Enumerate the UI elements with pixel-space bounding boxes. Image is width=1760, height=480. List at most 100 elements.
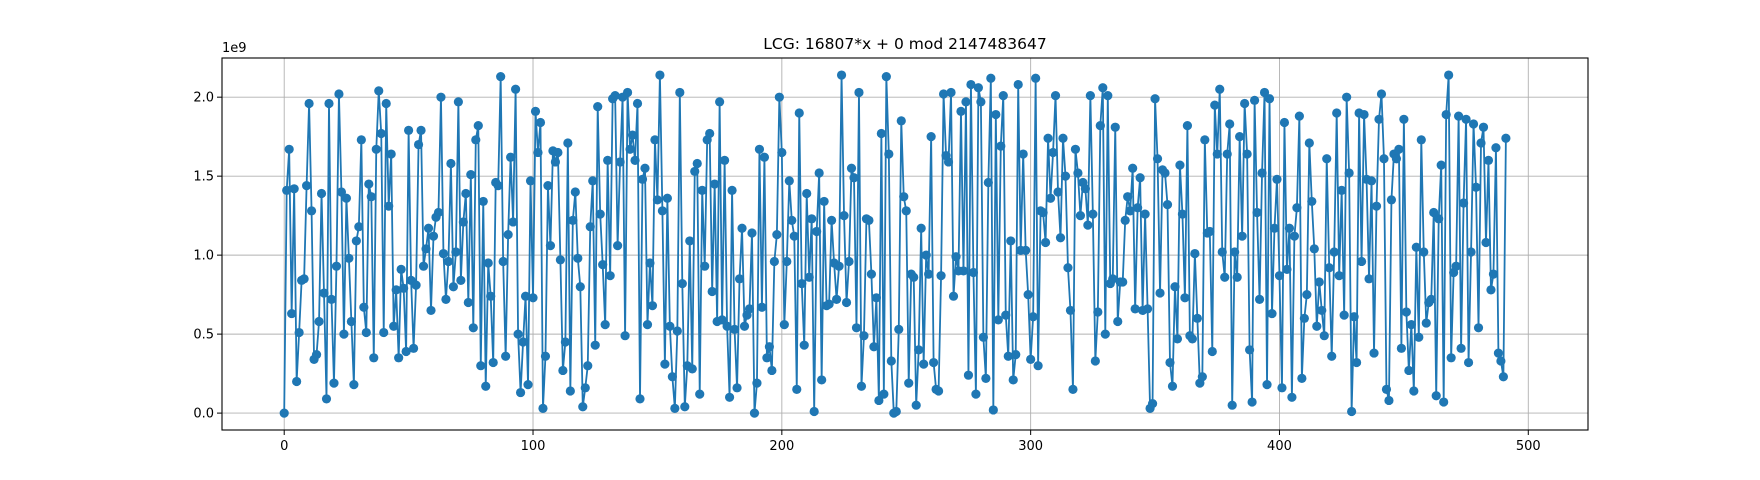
data-point bbox=[1215, 84, 1225, 94]
data-point bbox=[451, 247, 461, 257]
data-point bbox=[299, 274, 309, 284]
data-point bbox=[1269, 223, 1280, 233]
data-point bbox=[371, 144, 381, 154]
data-point bbox=[324, 98, 334, 109]
data-point bbox=[493, 181, 503, 191]
data-point bbox=[408, 343, 419, 353]
data-point bbox=[1103, 90, 1113, 101]
data-point bbox=[341, 193, 352, 203]
data-point bbox=[471, 135, 481, 145]
data-point bbox=[1309, 244, 1319, 254]
data-point bbox=[314, 316, 324, 327]
y-tick-label: 1.0 bbox=[193, 249, 214, 264]
data-point bbox=[1426, 294, 1436, 304]
data-point bbox=[289, 184, 299, 194]
data-point bbox=[1436, 160, 1446, 170]
data-point bbox=[677, 278, 687, 289]
data-point bbox=[1483, 155, 1494, 165]
data-point bbox=[782, 256, 792, 267]
data-point bbox=[446, 158, 456, 169]
data-point bbox=[1128, 163, 1138, 173]
data-point bbox=[1279, 117, 1290, 128]
data-point bbox=[1182, 121, 1193, 131]
data-point bbox=[428, 231, 439, 241]
data-point bbox=[1227, 400, 1237, 410]
data-point bbox=[943, 157, 954, 167]
data-point bbox=[578, 402, 588, 412]
data-point bbox=[1031, 73, 1041, 83]
data-point bbox=[938, 89, 949, 99]
data-point bbox=[466, 169, 476, 180]
data-point bbox=[919, 359, 929, 369]
data-point bbox=[769, 256, 779, 267]
data-point bbox=[864, 215, 874, 225]
data-point bbox=[1023, 290, 1033, 300]
data-point bbox=[321, 394, 332, 404]
data-point bbox=[687, 364, 697, 374]
data-point bbox=[1033, 361, 1043, 371]
data-point bbox=[319, 288, 329, 298]
data-point bbox=[1409, 386, 1419, 396]
data-point bbox=[881, 72, 891, 82]
data-point bbox=[1289, 231, 1299, 241]
data-point bbox=[794, 108, 804, 118]
data-point bbox=[705, 128, 715, 139]
data-point bbox=[1327, 351, 1337, 361]
data-point bbox=[1324, 263, 1334, 273]
data-point bbox=[346, 316, 356, 327]
data-point bbox=[570, 187, 580, 197]
data-point bbox=[1458, 198, 1469, 208]
data-point bbox=[971, 389, 981, 399]
data-point bbox=[316, 188, 327, 199]
data-point bbox=[530, 106, 541, 116]
data-point bbox=[1175, 160, 1185, 170]
data-point bbox=[1160, 168, 1170, 178]
data-point bbox=[620, 331, 630, 341]
data-point bbox=[744, 304, 755, 314]
data-point bbox=[441, 294, 451, 304]
data-point bbox=[453, 97, 463, 107]
data-point bbox=[1339, 310, 1349, 320]
data-point bbox=[1319, 331, 1329, 341]
data-point bbox=[1471, 182, 1481, 192]
y-tick-label: 0.0 bbox=[193, 407, 214, 422]
data-point bbox=[506, 152, 516, 162]
data-point bbox=[436, 92, 446, 102]
data-point bbox=[374, 86, 384, 96]
data-point bbox=[1075, 211, 1086, 221]
data-point bbox=[1282, 264, 1292, 274]
data-point bbox=[1391, 154, 1402, 164]
data-point bbox=[1068, 384, 1078, 394]
data-point bbox=[622, 87, 633, 98]
data-point bbox=[1312, 321, 1322, 331]
data-point bbox=[685, 236, 695, 246]
data-point bbox=[1045, 193, 1056, 203]
data-point bbox=[1040, 237, 1051, 248]
data-point bbox=[386, 149, 396, 159]
data-point bbox=[513, 329, 523, 339]
y-offset-label: 1e9 bbox=[222, 41, 247, 56]
data-point bbox=[1008, 375, 1018, 385]
data-point bbox=[963, 370, 974, 380]
data-point bbox=[356, 135, 366, 145]
data-point bbox=[1220, 272, 1230, 282]
data-point bbox=[1240, 98, 1250, 109]
data-point bbox=[968, 267, 979, 278]
data-point bbox=[757, 302, 767, 312]
data-point bbox=[670, 403, 680, 413]
data-point bbox=[812, 226, 822, 237]
data-point bbox=[396, 264, 406, 274]
data-point bbox=[535, 117, 546, 128]
data-point bbox=[311, 350, 322, 360]
data-point bbox=[1230, 247, 1240, 257]
data-point bbox=[1110, 122, 1120, 132]
data-point bbox=[824, 299, 834, 309]
data-point bbox=[894, 324, 904, 334]
data-point bbox=[498, 256, 508, 267]
data-point bbox=[1488, 269, 1499, 279]
data-point bbox=[282, 185, 292, 195]
data-point bbox=[1237, 231, 1247, 241]
chart-title: LCG: 16807*x + 0 mod 2147483647 bbox=[763, 35, 1046, 53]
data-point bbox=[1491, 143, 1501, 153]
